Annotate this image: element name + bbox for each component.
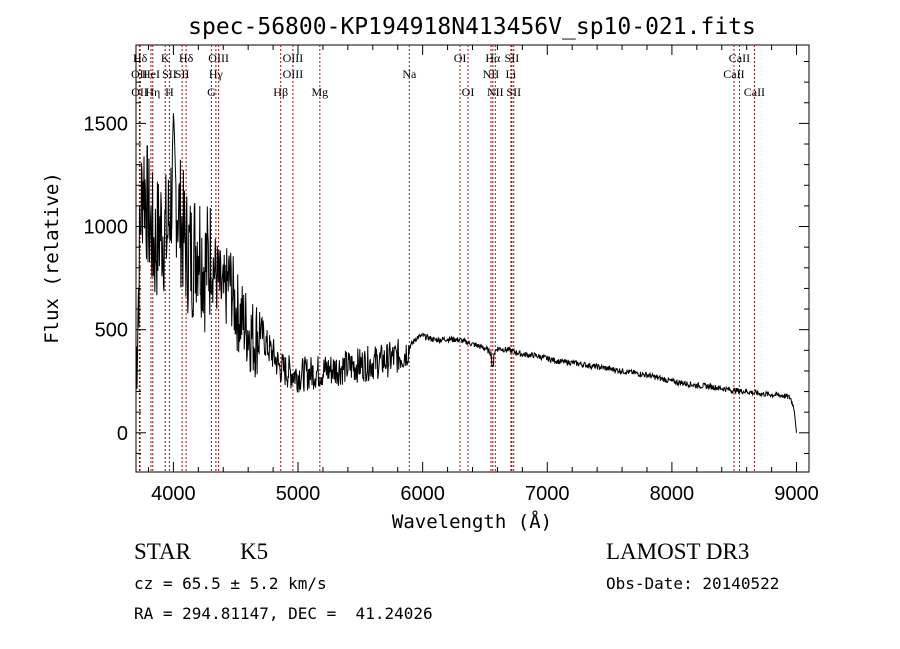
spectral-line-label: OIII xyxy=(283,67,304,81)
spectrum-series-line xyxy=(135,113,797,433)
x-tick-label: 6000 xyxy=(400,483,445,505)
spectral-line-markers xyxy=(138,45,755,472)
x-tick-label: 7000 xyxy=(525,483,570,505)
spectral-line-label: OI xyxy=(454,51,467,65)
spectral-line-label: NII xyxy=(487,85,504,99)
spectral-line-label: Li xyxy=(506,67,517,81)
object-subclass: K5 xyxy=(240,539,268,564)
y-tick-label: 1500 xyxy=(84,113,129,135)
coordinates: RA = 294.81147, DEC = 41.24026 xyxy=(134,604,433,623)
spectral-line-label: OI xyxy=(462,85,475,99)
x-axis-label: Wavelength (Å) xyxy=(392,510,552,533)
spectral-line-label: HeI xyxy=(142,67,160,81)
spectral-line-label: OIII xyxy=(283,51,304,65)
x-tick-label: 9000 xyxy=(774,483,819,505)
spectral-line-label: Na xyxy=(402,67,417,81)
survey-name: LAMOST DR3 xyxy=(606,539,749,564)
spectral-line-label: Hγ xyxy=(209,67,224,81)
chart-title: spec-56800-KP194918N413456V_sp10-021.fit… xyxy=(188,14,756,40)
y-tick-label: 500 xyxy=(95,320,128,342)
spectral-line-labels: HδOIIOIIHeIHηKSIIHHδSIIOIIIHγGOIIIOIIIHβ… xyxy=(131,51,765,99)
plot-frame xyxy=(135,44,810,473)
y-axis-ticks: 0 500 1000 1500 xyxy=(84,61,809,454)
spectral-line-label: CaII xyxy=(729,51,750,65)
y-tick-label: 1000 xyxy=(84,217,129,239)
y-axis-label: Flux (relative) xyxy=(41,172,63,344)
spectral-line-label: SII xyxy=(175,67,190,81)
spectral-line-label: Hβ xyxy=(273,85,288,99)
x-tick-label: 8000 xyxy=(650,483,695,505)
spectral-line-label: NII xyxy=(483,67,500,81)
spectral-line-label: CaII xyxy=(744,85,765,99)
spectral-line-label: Hδ xyxy=(133,51,148,65)
x-axis-ticks: 4000 5000 6000 7000 8000 9000 xyxy=(147,45,819,505)
spectral-line-label: G xyxy=(207,85,216,99)
object-class: STAR xyxy=(134,539,192,564)
spectral-line-label: SII xyxy=(162,67,177,81)
spectral-line-label: CaII xyxy=(723,67,744,81)
redshift-cz: cz = 65.5 ± 5.2 km/s xyxy=(134,574,327,593)
x-tick-label: 5000 xyxy=(276,483,321,505)
spectral-line-label: H xyxy=(165,85,174,99)
obs-date: Obs-Date: 20140522 xyxy=(606,574,779,593)
spectral-line-label: OII xyxy=(131,85,148,99)
spectral-line-label: Mg xyxy=(311,85,328,99)
spectral-line-label: K xyxy=(161,51,170,65)
spectral-line-label: Hδ xyxy=(179,51,194,65)
spectral-line-label: SII xyxy=(505,51,520,65)
x-tick-label: 4000 xyxy=(151,483,196,505)
y-tick-label: 0 xyxy=(117,423,128,445)
spectral-line-label: OIII xyxy=(208,51,229,65)
spectral-line-label: OII xyxy=(131,67,148,81)
spectral-line-label: Hη xyxy=(145,85,160,99)
spectral-line-label: Hα xyxy=(485,51,501,65)
spectral-line-label: SII xyxy=(506,85,521,99)
